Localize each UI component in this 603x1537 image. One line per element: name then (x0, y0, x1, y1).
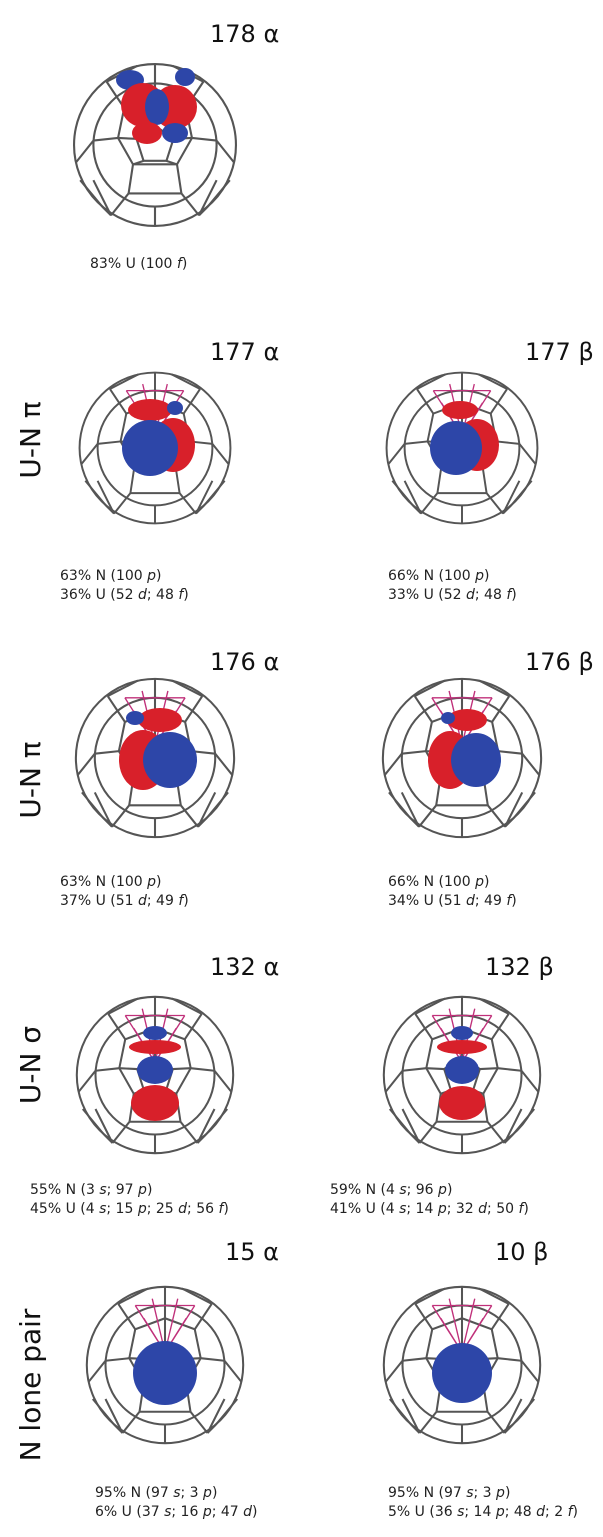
panel-title: 176 α (210, 648, 279, 676)
row-label: U-N π (14, 401, 47, 478)
orbital-letter: f (506, 587, 513, 603)
orbital-letter: d (178, 1201, 187, 1217)
composition: 63% N (100 p) (60, 568, 161, 584)
orbital-image (76, 679, 234, 837)
orbital-image (77, 997, 233, 1153)
orbital-image (74, 64, 236, 226)
orbital-letter: p (474, 874, 484, 890)
composition: 66% N (100 p) (388, 874, 489, 890)
composition: 41% U (4 s; 14 p; 32 d; 50 f) (330, 1201, 529, 1217)
orbital-letter: d (138, 893, 147, 909)
row-label: U-N π (14, 741, 47, 818)
panel-title: 15 α (225, 1238, 279, 1266)
orbital-letter: s (99, 1201, 106, 1217)
orbital-letter: f (178, 893, 185, 909)
orbital-letter: p (146, 568, 156, 584)
composition: 5% U (36 s; 14 p; 48 d; 2 f) (388, 1504, 578, 1520)
orbital-letter: d (478, 1201, 487, 1217)
panel-title: 132 β (485, 953, 554, 981)
composition: 95% N (97 s; 3 p) (388, 1485, 510, 1501)
orbital-letter: s (173, 1485, 180, 1501)
row-label: N lone pair (14, 1308, 47, 1461)
orbital-letter: s (164, 1504, 171, 1520)
orbital-image (387, 373, 538, 524)
composition: 55% N (3 s; 97 p) (30, 1182, 152, 1198)
row-label: U-N σ (14, 1026, 47, 1104)
orbital-image (384, 997, 540, 1153)
orbital-letter: f (178, 587, 185, 603)
composition: 6% U (37 s; 16 p; 47 d) (95, 1504, 258, 1520)
figure: 178 α 83% U (100 f) U-N π 177 α 177 β 63… (0, 0, 603, 1537)
orbital-letter: d (536, 1504, 545, 1520)
orbital-letter: s (399, 1201, 406, 1217)
orbital-letter: d (138, 587, 147, 603)
orbital-image (80, 373, 231, 524)
orbital-letter: p (495, 1485, 505, 1501)
orbital-letter: d (466, 587, 475, 603)
composition: 33% U (52 d; 48 f) (388, 587, 517, 603)
orbital-letter: p (202, 1504, 212, 1520)
orbital-letter: f (518, 1201, 525, 1217)
orbital-image (384, 1287, 540, 1443)
orbital-letter: p (137, 1182, 147, 1198)
orbital-letter: p (437, 1182, 447, 1198)
orbital-image (383, 679, 541, 837)
orbital-letter: s (466, 1485, 473, 1501)
orbital-letter: s (457, 1504, 464, 1520)
orbital-letter: s (99, 1182, 106, 1198)
panel-title: 132 α (210, 953, 279, 981)
composition: 36% U (52 d; 48 f) (60, 587, 189, 603)
panel-title: 178 α (210, 20, 279, 48)
orbital-letter: f (568, 1504, 575, 1520)
orbital-letter: p (137, 1201, 147, 1217)
orbital-letter: s (399, 1182, 406, 1198)
panel-title: 10 β (495, 1238, 548, 1266)
panel-title: 176 β (525, 648, 594, 676)
panel-title: 177 β (525, 338, 594, 366)
composition: 37% U (51 d; 49 f) (60, 893, 189, 909)
orbital-letter: p (495, 1504, 505, 1520)
orbital-image (87, 1287, 243, 1443)
orbital-letter: d (243, 1504, 252, 1520)
composition: 66% N (100 p) (388, 568, 489, 584)
orbital-letter: p (474, 568, 484, 584)
orbital-letter: d (466, 893, 475, 909)
orbital-letter: f (177, 256, 184, 272)
composition: 59% N (4 s; 96 p) (330, 1182, 452, 1198)
composition: 95% N (97 s; 3 p) (95, 1485, 217, 1501)
composition: 63% N (100 p) (60, 874, 161, 890)
orbital-letter: p (146, 874, 156, 890)
composition: 83% U (100 f) (90, 256, 187, 272)
orbital-letter: p (202, 1485, 212, 1501)
orbital-letter: f (218, 1201, 225, 1217)
composition: 34% U (51 d; 49 f) (388, 893, 517, 909)
panel-title: 177 α (210, 338, 279, 366)
orbital-letter: f (506, 893, 513, 909)
orbital-letter: p (437, 1201, 447, 1217)
composition: 45% U (4 s; 15 p; 25 d; 56 f) (30, 1201, 229, 1217)
